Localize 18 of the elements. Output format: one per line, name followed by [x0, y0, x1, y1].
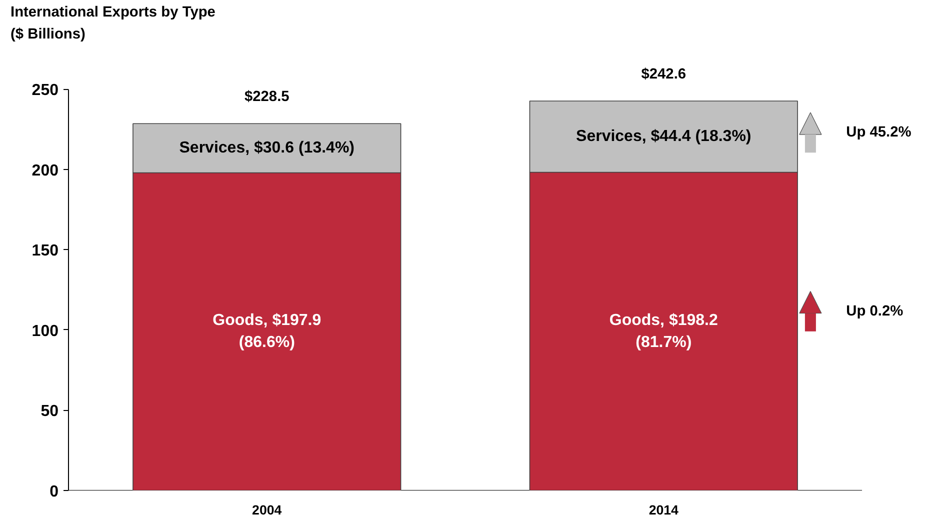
chart-title: International Exports by Type [10, 4, 216, 20]
data-label: Services, $30.6 (13.4%) [179, 140, 354, 157]
y-tick-label: 0 [50, 484, 59, 500]
total-label: $242.6 [641, 66, 686, 82]
data-label: Goods, $197.9 (86.6%) [212, 312, 322, 352]
x-tick-label: 2014 [648, 502, 680, 518]
annotation: Up 0.2% [846, 303, 904, 320]
x-tick-label: 2004 [252, 502, 282, 518]
chart-subtitle: ($ Billions) [10, 26, 86, 42]
total-label: $228.5 [244, 88, 290, 105]
data-label: Goods, $198.2 (81.7%) [609, 312, 718, 351]
y-tick-label: 50 [40, 403, 59, 420]
y-tick-label: 200 [32, 162, 59, 180]
y-tick-label: 250 [32, 82, 59, 100]
annotation: Up 45.2% [846, 124, 912, 141]
data-label: Services, $44.4 (18.3%) [576, 128, 752, 146]
y-tick-label: 150 [32, 242, 59, 260]
y-tick-label: 100 [32, 322, 59, 340]
